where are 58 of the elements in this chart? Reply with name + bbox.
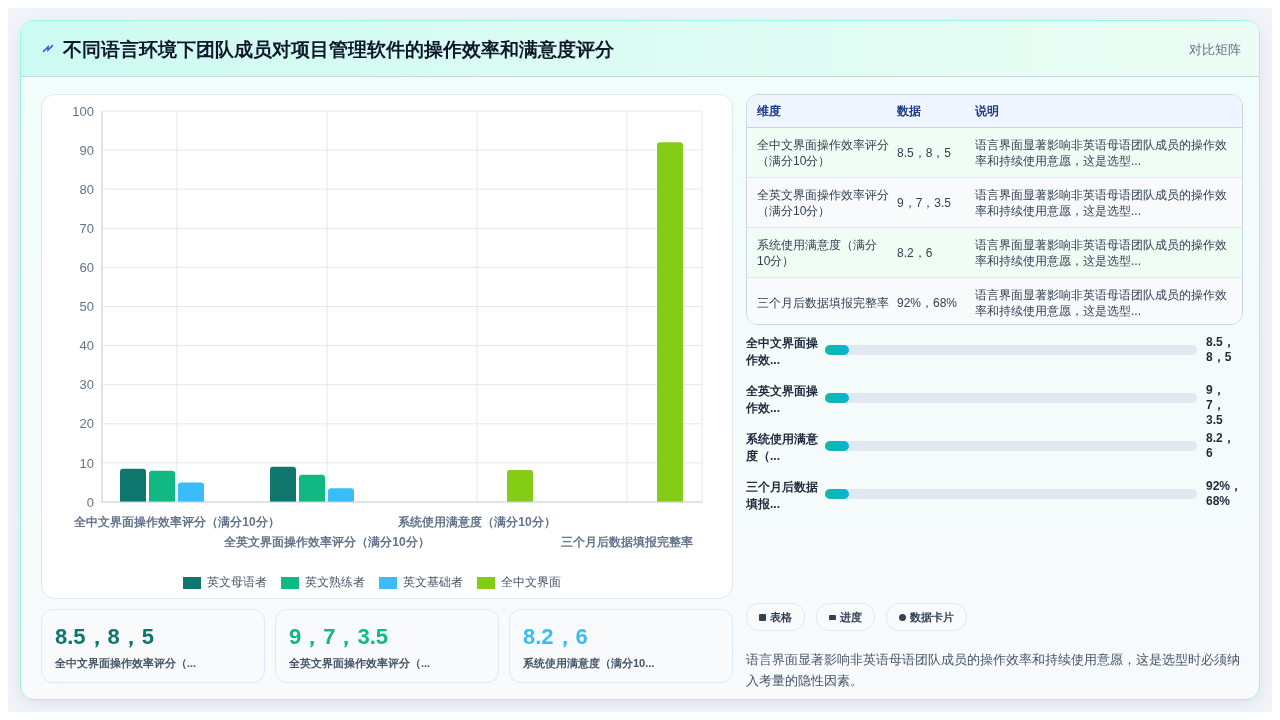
- category-label: 全中文界面操作效率评分（满分10分）: [757, 137, 889, 168]
- text: 维度: [757, 103, 781, 118]
- bar: [178, 482, 204, 502]
- text: 语言界面显著影响非英语母语团队成员的操作效率和持续使用意愿，这是选型时必须纳入考量的隐性因素。: [746, 652, 1240, 688]
- bar: [299, 474, 325, 502]
- text: 8.5，8，5: [55, 624, 155, 649]
- text: 表格: [770, 609, 792, 625]
- text: 8.2，6: [1206, 431, 1235, 460]
- y-tick-label: 0: [86, 494, 94, 510]
- bar: [270, 466, 296, 502]
- text: 语言界面显著影响非英语母语团队成员的操作效率和持续使用意愿，这是选型...: [975, 137, 1227, 168]
- text: 系统使用满意度（满分10...: [523, 657, 655, 669]
- y-tick-label: 100: [72, 103, 94, 119]
- text: 三个月后数据填报...: [746, 480, 818, 511]
- y-tick-label: 80: [79, 181, 94, 197]
- text: 数据卡片: [910, 609, 954, 625]
- text: 对比矩阵: [1189, 42, 1241, 57]
- text: 9，7，3.5: [289, 624, 389, 649]
- text: 92%，68%: [897, 295, 958, 310]
- text: 系统使用满意度（...: [746, 432, 818, 463]
- text: 9，7，3.5: [897, 195, 952, 210]
- text: 全中文界面操作效...: [746, 336, 818, 367]
- y-tick-label: 10: [79, 455, 94, 471]
- legend-label: 全中文界面: [501, 574, 561, 591]
- legend-label: 英文母语者: [207, 574, 267, 591]
- y-tick-label: 90: [79, 142, 94, 158]
- text: 8.2，6: [523, 624, 588, 649]
- text: 全英文界面操作效率评分（...: [289, 657, 431, 669]
- bar: [149, 470, 175, 502]
- text: 进度: [840, 609, 862, 625]
- category-label: 系统使用满意度（满分10分）: [757, 237, 877, 268]
- text: 数据: [897, 103, 921, 118]
- text: 全中文界面操作效率评分（...: [55, 657, 197, 669]
- text: 9，7，3.5: [1206, 383, 1225, 427]
- text: 语言界面显著影响非英语母语团队成员的操作效率和持续使用意愿，这是选型...: [975, 187, 1227, 218]
- legend-label: 英文熟练者: [305, 574, 365, 591]
- y-tick-label: 50: [79, 299, 94, 315]
- bar: [328, 488, 354, 502]
- legend-label: 英文基础者: [403, 574, 463, 591]
- text: 92%，68%: [1206, 479, 1243, 508]
- y-tick-label: 40: [79, 338, 94, 354]
- text: 说明: [975, 103, 999, 118]
- category-label: 全英文界面操作效率评分（满分10分）: [757, 187, 889, 218]
- y-tick-label: 20: [79, 416, 94, 432]
- bar: [507, 469, 533, 502]
- y-tick-label: 60: [79, 260, 94, 276]
- text: 语言界面显著影响非英语母语团队成员的操作效率和持续使用意愿，这是选型...: [975, 237, 1227, 268]
- text: 全英文界面操作效...: [746, 384, 818, 415]
- chart-title: 不同语言环境下团队成员对项目管理软件的操作效率和满意度评分: [63, 39, 614, 60]
- y-tick-label: 30: [79, 377, 94, 393]
- text: 8.5，8，5: [1206, 335, 1235, 364]
- bar: [120, 468, 146, 502]
- category-label: 三个月后数据填报完整率: [757, 295, 889, 310]
- text: 8.5，8，5: [897, 145, 952, 160]
- text: 8.2，6: [897, 245, 933, 260]
- bar: [657, 142, 683, 502]
- text: 语言界面显著影响非英语母语团队成员的操作效率和持续使用意愿，这是选型...: [975, 287, 1227, 318]
- y-tick-label: 70: [79, 220, 94, 236]
